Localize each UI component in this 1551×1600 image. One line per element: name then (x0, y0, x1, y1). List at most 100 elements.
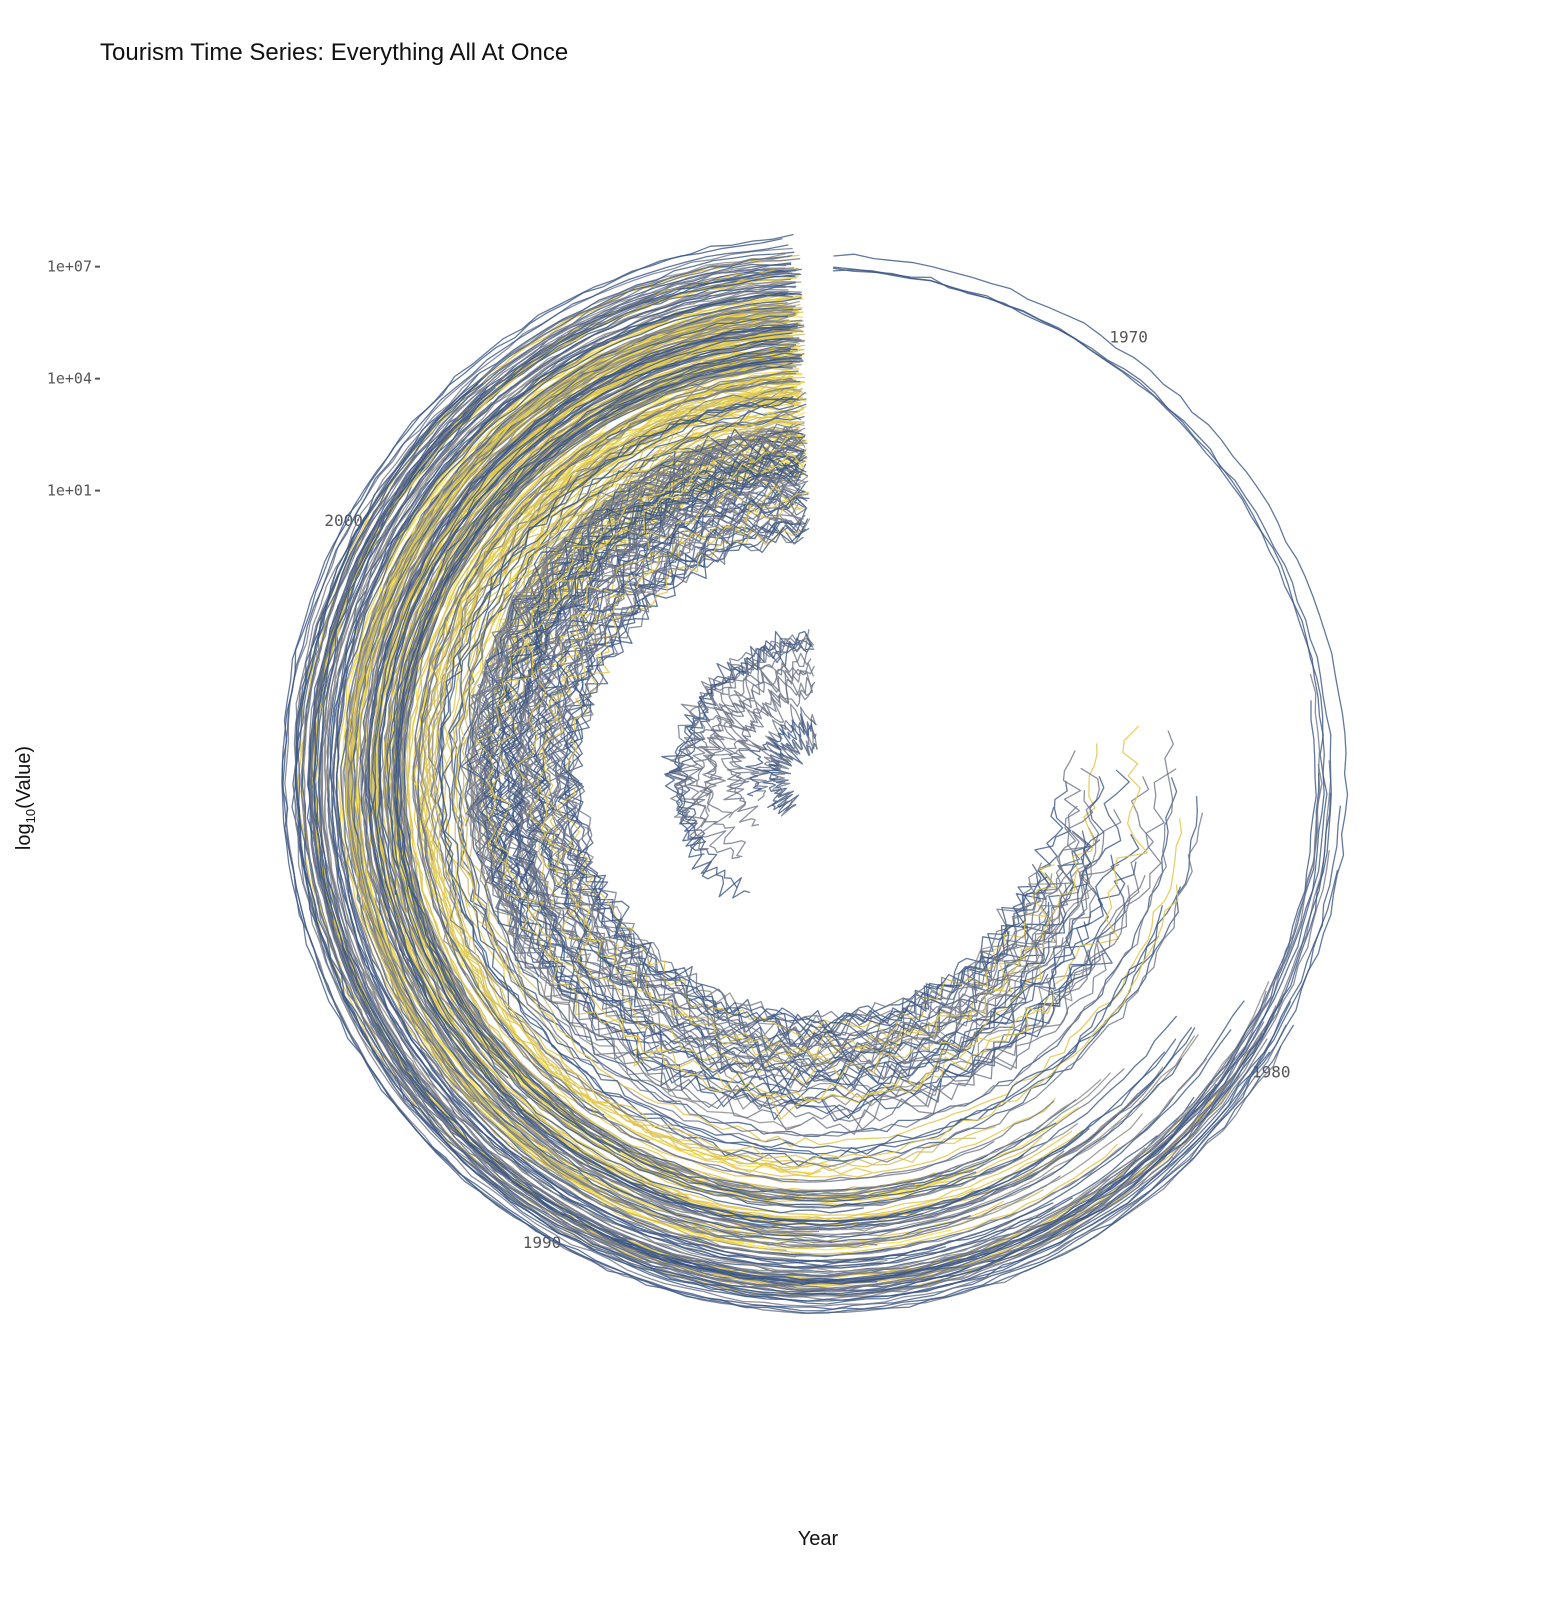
series-line-193 (449, 403, 807, 1064)
y-axis-title-rest: (Value) (13, 746, 35, 809)
series-line-295 (428, 386, 1204, 1168)
series-line-209 (419, 377, 793, 953)
series-line-257 (558, 513, 1053, 1033)
series-line-407 (726, 683, 814, 827)
series-line-286 (498, 463, 1104, 1093)
series-line-302 (454, 418, 1183, 1148)
series-line-419 (664, 630, 812, 858)
series-line-297 (557, 521, 1048, 1039)
series-line-422 (688, 652, 812, 859)
series-line-415 (745, 713, 817, 797)
series-line-414 (703, 668, 813, 812)
series-line-300 (546, 518, 1082, 1042)
series-line-393 (281, 244, 1294, 1314)
series-line-339 (366, 326, 1155, 1230)
series-line-401 (296, 377, 1332, 1295)
series-line-423 (281, 233, 1349, 1312)
series-line-392 (284, 247, 1282, 1314)
series-line-296 (515, 485, 1042, 1086)
series-line-158 (346, 305, 795, 1167)
series-line-400 (309, 396, 1332, 1290)
series-line-340 (374, 337, 924, 1227)
series-line-199 (391, 348, 798, 1153)
x-axis-title: Year (798, 1528, 839, 1550)
series-line-378 (327, 290, 1146, 1273)
y-axis-title-log: log (13, 823, 35, 850)
series-line-318 (402, 360, 1102, 1192)
series-line-326 (401, 363, 915, 1197)
series-line-237 (471, 435, 808, 927)
series-line-152 (421, 381, 800, 1171)
series-line-416 (770, 729, 818, 817)
series-line-135 (364, 320, 791, 1111)
series-line-264 (568, 522, 1042, 1025)
series-line-293 (567, 524, 1010, 1047)
series-line-289 (457, 416, 1178, 1137)
series-line-320 (386, 346, 1177, 1209)
series-line-301 (470, 436, 1131, 1130)
series-line-410 (762, 721, 817, 815)
series-line-259 (548, 503, 1058, 1046)
series-line-421 (664, 628, 810, 824)
x-tick-label-1970: 1970 (1109, 327, 1148, 346)
series-line-305 (476, 440, 1177, 1135)
series-line-315 (357, 314, 1196, 1236)
series-line-420 (726, 682, 814, 794)
x-tick-label-1980: 1980 (1252, 1063, 1291, 1082)
chart-title: Tourism Time Series: Everything All At O… (100, 39, 568, 66)
series-line-120 (406, 372, 802, 1003)
series-line-235 (466, 422, 805, 955)
series-line-298 (546, 484, 1081, 1054)
series-line-217 (430, 391, 806, 835)
y-tick-label: 1e+04 (47, 370, 92, 388)
series-line-332 (359, 324, 1182, 1238)
series-line-308 (453, 410, 1174, 1137)
series-line-330 (353, 311, 1199, 1242)
series-line-391 (302, 267, 1268, 1297)
y-axis-title: log10(Value) (13, 746, 38, 850)
series-line-425 (313, 266, 1328, 1285)
series-line-194 (382, 349, 791, 1099)
series-line-380 (329, 293, 1073, 1270)
series-line-309 (546, 517, 1094, 1053)
x-tick-label-2000: 2000 (324, 511, 363, 530)
series-line-290 (510, 475, 1025, 1088)
series-line-426 (294, 251, 1332, 1296)
series-line-361 (345, 307, 1118, 1255)
series-line-306 (439, 398, 1159, 1155)
series-line-341 (395, 360, 977, 1202)
series-line-184 (448, 410, 801, 1059)
series-line-399 (295, 383, 1339, 1302)
series-lines (281, 233, 1349, 1314)
series-line-203 (461, 420, 805, 1015)
y-tick-label: 1e+01 (47, 482, 92, 500)
series-line-377 (335, 297, 947, 1264)
series-line-337 (391, 356, 1078, 1209)
series-line-137 (413, 372, 813, 1174)
series-line-173 (387, 352, 803, 1078)
series-line-402 (313, 387, 1317, 1281)
series-line-310 (431, 386, 1179, 1162)
series-line-382 (301, 262, 1263, 1293)
series-line-186 (443, 402, 801, 908)
series-line-408 (698, 662, 814, 797)
series-line-379 (342, 306, 1208, 1258)
series-line-168 (350, 313, 878, 1248)
series-line-260 (483, 443, 1113, 1120)
series-line-288 (489, 451, 1050, 1103)
series-line-304 (499, 457, 1090, 1096)
series-line-206 (379, 337, 864, 1214)
series-line-311 (442, 404, 1163, 1149)
series-line-381 (332, 292, 1232, 1264)
series-line-278 (481, 444, 1137, 1122)
series-line-175 (412, 370, 799, 976)
series-line-338 (360, 319, 1139, 1232)
series-line-188 (376, 331, 794, 1213)
series-line-307 (527, 496, 1105, 1074)
y-axis-title-base: 10 (23, 809, 38, 823)
y-axis-ticks: 1e+01 1e+04 1e+07 (47, 258, 100, 500)
y-tick-label: 1e+07 (47, 258, 92, 276)
series-line-251 (470, 427, 806, 858)
